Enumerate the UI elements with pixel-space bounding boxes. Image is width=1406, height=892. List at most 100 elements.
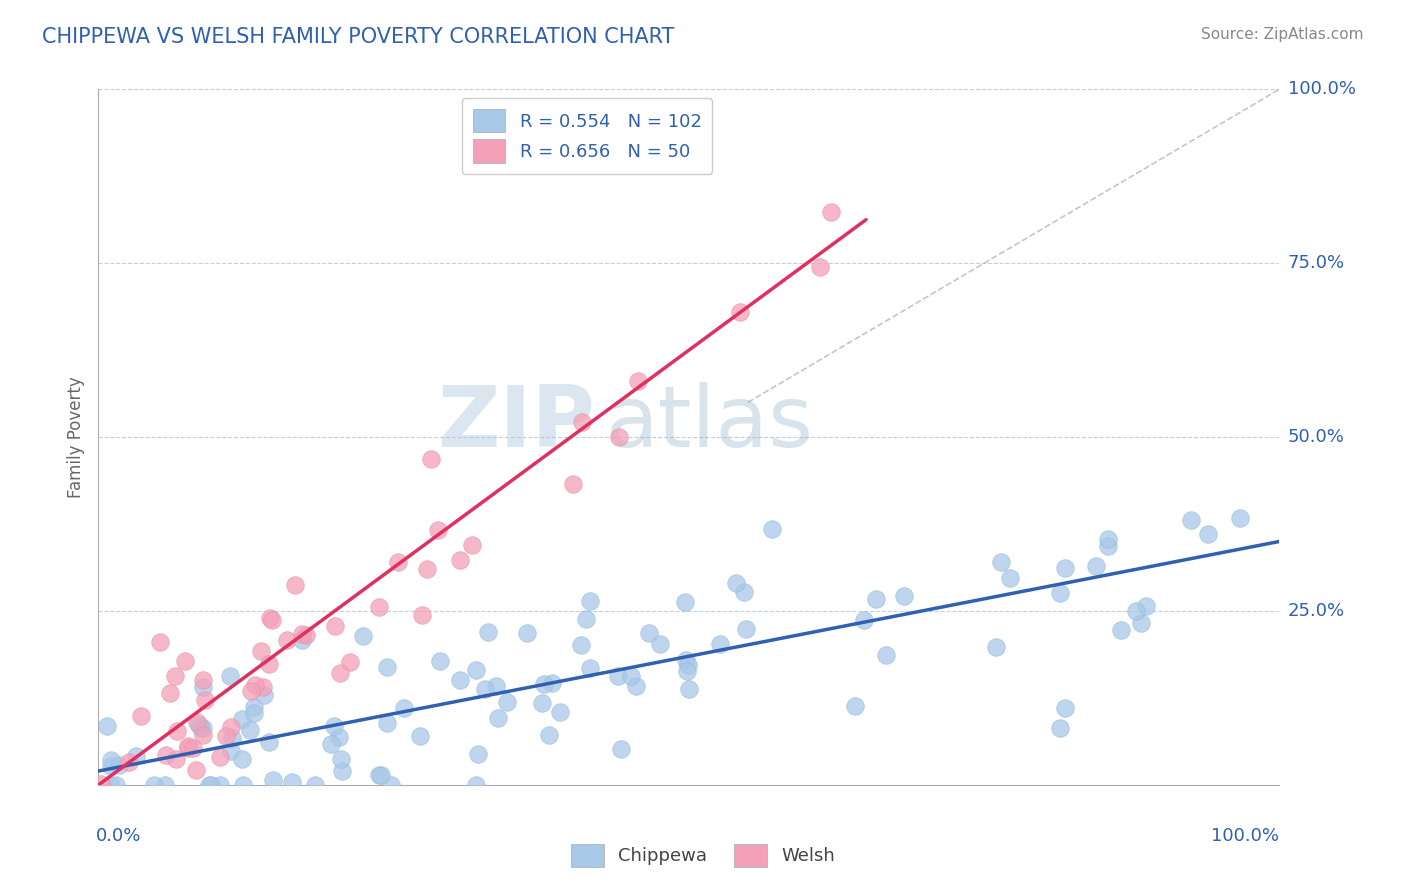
Text: 50.0%: 50.0% xyxy=(1288,428,1344,446)
Point xyxy=(380,778,402,792)
Point xyxy=(329,665,352,680)
Point xyxy=(607,669,630,683)
Point xyxy=(673,595,696,609)
Point xyxy=(465,663,488,677)
Point xyxy=(276,633,298,648)
Point xyxy=(155,748,177,763)
Point xyxy=(219,668,242,682)
Point xyxy=(579,594,602,608)
Point xyxy=(725,576,748,591)
Point xyxy=(186,714,208,729)
Point xyxy=(194,693,217,707)
Point xyxy=(283,578,305,592)
Point xyxy=(143,778,166,792)
Point xyxy=(295,628,318,642)
Point xyxy=(328,730,350,744)
Point xyxy=(200,778,222,792)
Point xyxy=(330,752,353,766)
Point xyxy=(449,673,471,688)
Point xyxy=(96,719,118,733)
Point xyxy=(1097,532,1119,546)
Point xyxy=(257,735,280,749)
Point xyxy=(177,740,200,755)
Point xyxy=(262,772,284,787)
Point xyxy=(429,655,451,669)
Point xyxy=(250,643,273,657)
Point xyxy=(461,539,484,553)
Point xyxy=(1109,623,1132,637)
Point xyxy=(100,753,122,767)
Point xyxy=(100,759,122,773)
Point xyxy=(1130,616,1153,631)
Point xyxy=(231,712,253,726)
Point xyxy=(569,638,592,652)
Point xyxy=(541,676,564,690)
Point xyxy=(174,654,197,668)
Point xyxy=(709,637,731,651)
Point xyxy=(208,778,231,792)
Point xyxy=(1054,701,1077,715)
Point xyxy=(352,629,374,643)
Point xyxy=(232,778,254,792)
Point xyxy=(531,696,554,710)
Text: Source: ZipAtlas.com: Source: ZipAtlas.com xyxy=(1201,27,1364,42)
Point xyxy=(733,585,755,599)
Point xyxy=(1197,527,1219,541)
Point xyxy=(734,623,756,637)
Point xyxy=(321,738,343,752)
Point xyxy=(496,695,519,709)
Point xyxy=(153,778,176,792)
Point xyxy=(375,716,398,731)
Point xyxy=(562,476,585,491)
Point xyxy=(571,415,593,429)
Text: 100.0%: 100.0% xyxy=(1288,80,1355,98)
Point xyxy=(239,723,262,737)
Point xyxy=(449,552,471,566)
Point xyxy=(485,679,508,693)
Point xyxy=(998,571,1021,585)
Point xyxy=(193,681,215,695)
Point xyxy=(252,688,274,702)
Point xyxy=(578,661,600,675)
Legend: R = 0.554   N = 102, R = 0.656   N = 50: R = 0.554 N = 102, R = 0.656 N = 50 xyxy=(461,98,713,174)
Point xyxy=(409,729,432,743)
Point xyxy=(181,741,204,756)
Point xyxy=(129,709,152,723)
Point xyxy=(209,750,232,764)
Point xyxy=(291,632,314,647)
Point xyxy=(486,711,509,725)
Point xyxy=(367,600,389,615)
Point xyxy=(188,718,211,732)
Point xyxy=(165,752,187,766)
Point xyxy=(990,555,1012,569)
Point xyxy=(280,775,302,789)
Point xyxy=(875,648,897,662)
Point xyxy=(1054,561,1077,575)
Point xyxy=(190,722,212,736)
Point xyxy=(219,743,242,757)
Point xyxy=(105,778,128,792)
Text: ZIP: ZIP xyxy=(437,382,595,465)
Point xyxy=(149,634,172,648)
Point xyxy=(339,655,361,669)
Point xyxy=(1229,510,1251,524)
Point xyxy=(411,607,433,622)
Text: 100.0%: 100.0% xyxy=(1212,827,1279,845)
Point xyxy=(108,758,131,772)
Point xyxy=(844,699,866,714)
Point xyxy=(808,260,831,275)
Point xyxy=(219,720,242,734)
Point xyxy=(626,679,648,693)
Point xyxy=(1180,513,1202,527)
Point xyxy=(159,686,181,700)
Point xyxy=(368,768,391,782)
Point xyxy=(304,778,326,792)
Point xyxy=(193,673,215,688)
Point xyxy=(177,739,200,753)
Point xyxy=(257,657,280,672)
Point xyxy=(260,613,283,627)
Point xyxy=(291,627,314,641)
Point xyxy=(375,660,398,674)
Point xyxy=(191,721,214,735)
Point xyxy=(986,640,1008,655)
